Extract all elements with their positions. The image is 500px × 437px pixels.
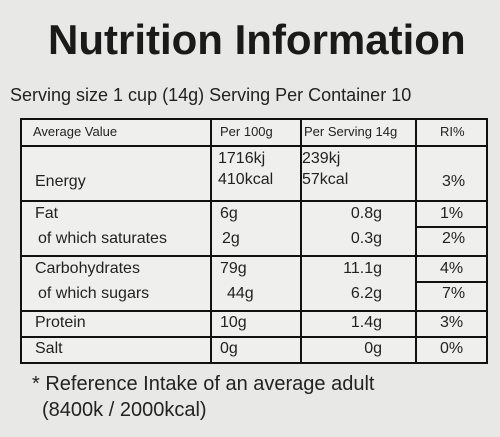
cell: 0% xyxy=(440,340,464,357)
cell: 4% xyxy=(440,260,464,277)
column-header: Per Serving 14g xyxy=(304,124,398,139)
cell: 1% xyxy=(440,205,464,222)
cell: 10g xyxy=(220,314,247,331)
cell: 0g xyxy=(220,340,238,357)
nutrient: Protein xyxy=(35,314,86,331)
footnote: * Reference Intake of an average adult xyxy=(32,373,375,395)
cell: 6.2g xyxy=(350,285,382,302)
nutrient: of which saturates xyxy=(38,230,167,247)
title: Nutrition Information xyxy=(48,16,466,63)
cell: 0.8g xyxy=(350,205,382,222)
footnote: (8400k / 2000kcal) xyxy=(42,399,207,421)
cell: 7% xyxy=(442,285,466,302)
cell: 79g xyxy=(220,260,247,277)
nutrient: Fat xyxy=(35,205,59,222)
ri-divider xyxy=(415,281,488,283)
cell: 57kcal xyxy=(302,171,349,188)
row-divider xyxy=(20,336,488,338)
cell: 0g xyxy=(364,340,382,357)
col-divider xyxy=(210,118,212,362)
nutrient: Carbohydrates xyxy=(35,260,140,277)
cell: 44g xyxy=(227,285,254,302)
column-header: Average Value xyxy=(33,124,118,139)
row-divider xyxy=(20,200,488,202)
cell: 1.4g xyxy=(350,314,382,331)
row-divider xyxy=(20,255,488,257)
ri-divider xyxy=(415,226,488,228)
row-divider xyxy=(20,145,488,147)
nutrient: of which sugars xyxy=(38,285,150,302)
col-divider xyxy=(300,118,302,362)
cell: 3% xyxy=(442,173,466,190)
cell: 2% xyxy=(442,230,466,247)
serving-info: Serving size 1 cup (14g) Serving Per Con… xyxy=(10,85,412,105)
cell: 410kcal xyxy=(218,171,274,188)
nutrient: Energy xyxy=(35,173,86,190)
table-frame xyxy=(20,118,488,364)
cell: 6g xyxy=(220,205,238,222)
cell: 0.3g xyxy=(350,230,382,247)
column-header: Per 100g xyxy=(220,124,273,139)
cell: 3% xyxy=(440,314,464,331)
nutrient: Salt xyxy=(35,340,63,357)
cell: 2g xyxy=(222,230,240,247)
column-header: RI% xyxy=(440,124,465,139)
row-divider xyxy=(20,310,488,312)
cell: 1716kj xyxy=(218,150,266,167)
col-divider xyxy=(415,118,417,362)
cell: 11.1g xyxy=(343,260,382,277)
cell: 239kj xyxy=(302,150,341,167)
